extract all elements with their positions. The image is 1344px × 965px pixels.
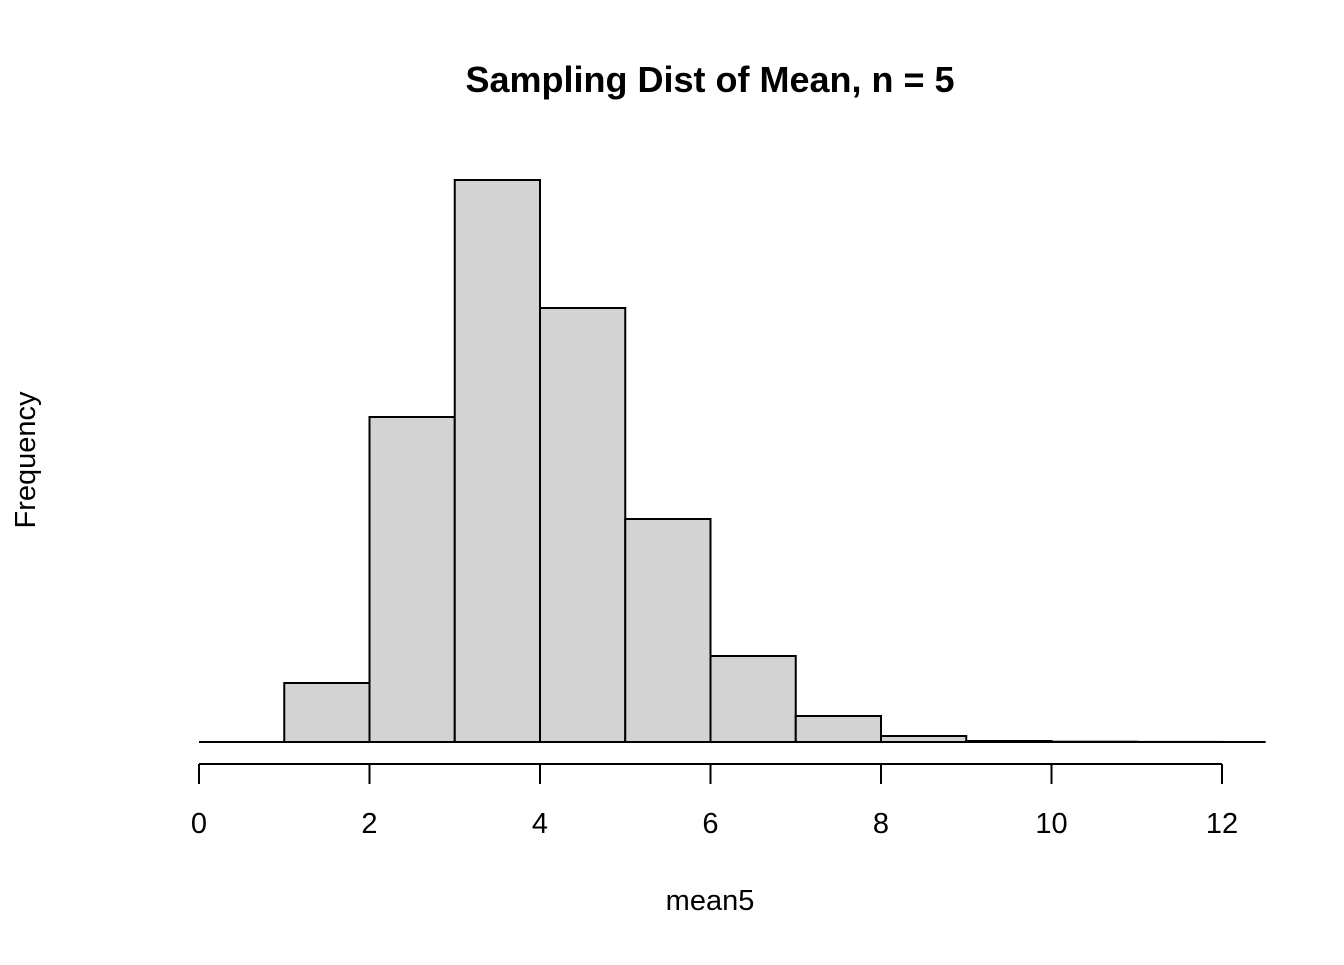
histogram-bar-6 [711, 656, 796, 742]
x-tick-label-2: 4 [532, 808, 548, 840]
y-axis-label: Frequency [10, 391, 42, 529]
x-tick-label-4: 8 [873, 808, 889, 840]
x-tick-label-1: 2 [361, 808, 377, 840]
bars-group [284, 180, 1222, 742]
histogram-bar-1 [284, 683, 369, 742]
x-axis-label: mean5 [666, 885, 755, 917]
histogram-bar-5 [625, 519, 710, 742]
x-tick-label-3: 6 [702, 808, 718, 840]
x-axis: 0 2 4 6 8 10 12 [191, 764, 1238, 840]
chart-title: Sampling Dist of Mean, n = 5 [465, 59, 954, 100]
histogram-bar-4 [540, 308, 625, 742]
x-tick-label-5: 10 [1035, 808, 1067, 840]
histogram-bar-3 [455, 180, 540, 742]
histogram-bar-7 [796, 716, 881, 742]
histogram-bar-2 [370, 417, 455, 742]
x-tick-label-6: 12 [1206, 808, 1238, 840]
x-tick-label-0: 0 [191, 808, 207, 840]
